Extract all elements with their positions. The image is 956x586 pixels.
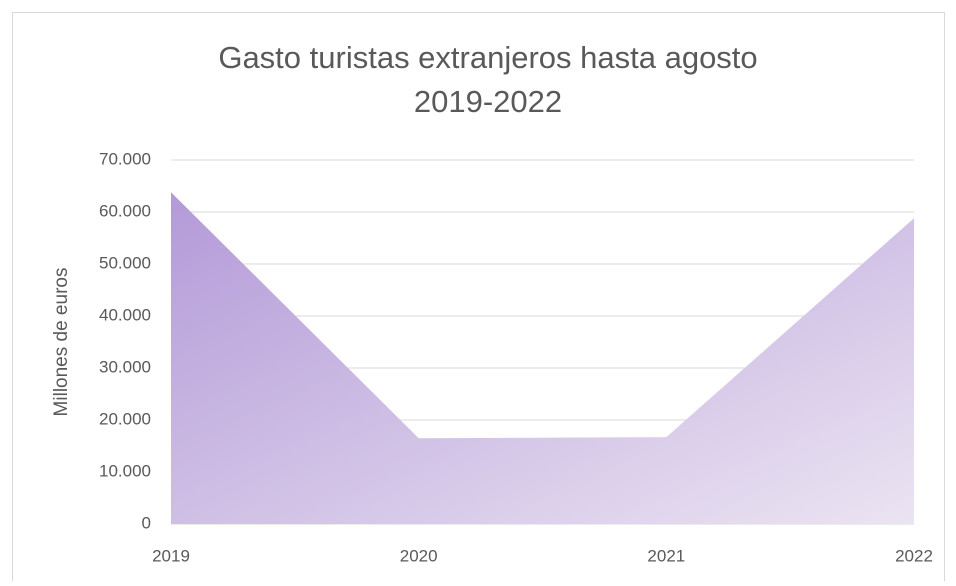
area [171, 192, 914, 525]
y-tick-label: 40.000 [99, 305, 151, 324]
x-tick-label: 2021 [647, 546, 685, 565]
y-tick-label: 10.000 [99, 461, 151, 480]
x-tick-label: 2019 [152, 546, 190, 565]
y-tick-label: 0 [142, 513, 151, 532]
y-axis-label: Millones de euros [51, 268, 72, 417]
y-tick-label: 30.000 [99, 357, 151, 376]
y-tick-label: 60.000 [99, 201, 151, 220]
y-tick-label: 20.000 [99, 409, 151, 428]
chart-title: Gasto turistas extranjeros hasta agosto [218, 40, 757, 75]
chart-title: 2019-2022 [414, 84, 562, 119]
chart-border [12, 12, 945, 586]
y-tick-label: 50.000 [99, 253, 151, 272]
x-tick-label: 2020 [400, 546, 438, 565]
y-tick-label: 70.000 [99, 149, 151, 168]
x-tick-label: 2022 [895, 546, 933, 565]
